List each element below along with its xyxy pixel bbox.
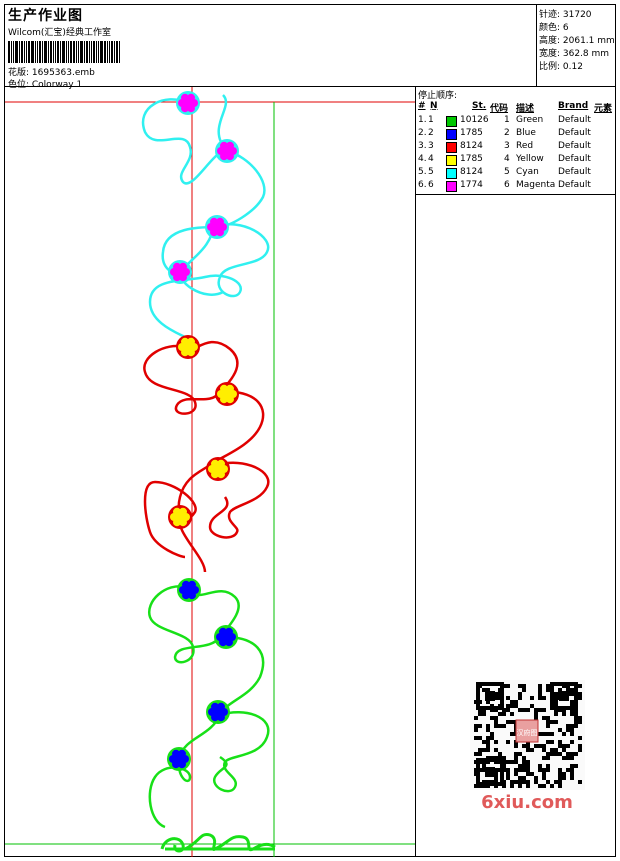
stop-row: 2. 2 1785 2 Blue Default bbox=[416, 128, 616, 141]
green-border bbox=[160, 832, 276, 853]
row-desc: Magenta bbox=[516, 180, 556, 190]
row-desc: Blue bbox=[516, 128, 536, 138]
row-num: 3 bbox=[428, 141, 434, 151]
col-num: N̲ bbox=[430, 101, 438, 111]
color-swatch bbox=[446, 142, 457, 153]
stop-row: 4. 4 1785 4 Yellow Default bbox=[416, 154, 616, 167]
color-swatch bbox=[446, 116, 457, 127]
row-hash: 3. bbox=[418, 141, 427, 151]
flower-motif bbox=[168, 505, 192, 529]
stop-row: 3. 3 8124 3 Red Default bbox=[416, 141, 616, 154]
col-st: St. bbox=[472, 101, 487, 111]
row-desc: Red bbox=[516, 141, 534, 151]
row-code: 4 bbox=[504, 154, 510, 164]
design-file: 花版: 1695363.emb bbox=[8, 68, 95, 78]
row-brand: Default bbox=[558, 154, 591, 164]
seal-text: 汉府图 bbox=[517, 728, 538, 737]
row-num: 4 bbox=[428, 154, 434, 164]
color-swatch bbox=[446, 155, 457, 166]
column-divider bbox=[415, 86, 416, 857]
row-code: 1 bbox=[504, 115, 510, 125]
row-brand: Default bbox=[558, 141, 591, 151]
color-swatch bbox=[446, 129, 457, 140]
flower-motif bbox=[205, 215, 229, 239]
row-hash: 6. bbox=[418, 180, 427, 190]
header-info: 生产作业图 Wilcom(汇宝)经典工作室 花版: 1695363.emb 色位… bbox=[5, 5, 535, 90]
col-brand: Brand bbox=[558, 101, 589, 111]
stop-row: 1. 1 10126 1 Green Default bbox=[416, 115, 616, 128]
color-count: 颜色: 6 bbox=[539, 23, 569, 33]
colorway-label: 色位: Colorway 1 bbox=[8, 80, 83, 90]
sheet-frame bbox=[4, 4, 616, 857]
row-desc: Cyan bbox=[516, 167, 539, 177]
watermark-text: 6xiu.com bbox=[481, 792, 573, 813]
row-num: 1 bbox=[428, 115, 434, 125]
row-code: 6 bbox=[504, 180, 510, 190]
stop-row: 5. 5 8124 5 Cyan Default bbox=[416, 167, 616, 180]
header-divider bbox=[4, 86, 616, 87]
flower-motif bbox=[167, 747, 191, 771]
flower-motifs bbox=[167, 91, 239, 771]
row-code: 5 bbox=[504, 167, 510, 177]
row-num: 2 bbox=[428, 128, 434, 138]
row-hash: 1. bbox=[418, 115, 427, 125]
cyan-vine bbox=[141, 94, 270, 339]
company-name: Wilcom(汇宝)经典工作室 bbox=[8, 28, 111, 38]
col-hash: # bbox=[418, 101, 426, 111]
design-stats: 针迹: 31720 颜色: 6 高度: 2061.1 mm 宽度: 362.8 … bbox=[536, 4, 617, 86]
row-num: 5 bbox=[428, 167, 434, 177]
row-code: 2 bbox=[504, 128, 510, 138]
row-code: 3 bbox=[504, 141, 510, 151]
color-swatch bbox=[446, 181, 457, 192]
stop-sequence-table: 停止顺序: # N̲ St. 代码 描述 Brand 元素 1. 1 10126 1 G… bbox=[416, 87, 616, 195]
row-stitches: 1785 bbox=[460, 154, 483, 164]
stop-sequence-title: 停止顺序: bbox=[418, 91, 458, 101]
seal-icon bbox=[515, 719, 539, 743]
col-element: 元素 bbox=[594, 104, 613, 114]
page-title: 生产作业图 bbox=[8, 8, 83, 24]
row-desc: Green bbox=[516, 115, 544, 125]
qr-code: 汉府图 6xiu.com bbox=[470, 680, 585, 813]
stitch-count: 针迹: 31720 bbox=[539, 10, 592, 20]
row-stitches: 1785 bbox=[460, 128, 483, 138]
col-code: 代码 bbox=[490, 104, 509, 114]
row-stitches: 1774 bbox=[460, 180, 483, 190]
row-brand: Default bbox=[558, 128, 591, 138]
stop-row: 6. 6 1774 6 Magenta Default bbox=[416, 180, 616, 193]
row-hash: 5. bbox=[418, 167, 427, 177]
row-brand: Default bbox=[558, 180, 591, 190]
row-desc: Yellow bbox=[516, 154, 544, 164]
col-desc: 描述 bbox=[516, 104, 535, 114]
watermark-qr: 汉府图 6xiu.com bbox=[470, 680, 585, 820]
flower-motif bbox=[214, 625, 238, 649]
flower-motif bbox=[206, 700, 230, 724]
row-stitches: 8124 bbox=[460, 167, 483, 177]
red-vine bbox=[143, 341, 270, 573]
flower-motif bbox=[215, 382, 239, 406]
flower-motif bbox=[177, 578, 201, 602]
row-stitches: 8124 bbox=[460, 141, 483, 151]
row-brand: Default bbox=[558, 167, 591, 177]
color-swatch bbox=[446, 168, 457, 179]
flower-motif bbox=[206, 457, 230, 481]
barcode bbox=[8, 41, 148, 63]
flower-motif bbox=[215, 139, 239, 163]
flower-motif bbox=[176, 335, 200, 359]
design-canvas bbox=[5, 87, 415, 857]
row-hash: 2. bbox=[418, 128, 427, 138]
design-height: 高度: 2061.1 mm bbox=[539, 36, 615, 46]
embroidery-preview bbox=[5, 87, 415, 857]
row-hash: 4. bbox=[418, 154, 427, 164]
design-width: 宽度: 362.8 mm bbox=[539, 49, 610, 59]
row-stitches: 10126 bbox=[460, 115, 489, 125]
flower-motif bbox=[168, 260, 192, 284]
row-brand: Default bbox=[558, 115, 591, 125]
row-num: 6 bbox=[428, 180, 434, 190]
flower-motif bbox=[176, 91, 200, 115]
design-scale: 比例: 0.12 bbox=[539, 62, 583, 72]
